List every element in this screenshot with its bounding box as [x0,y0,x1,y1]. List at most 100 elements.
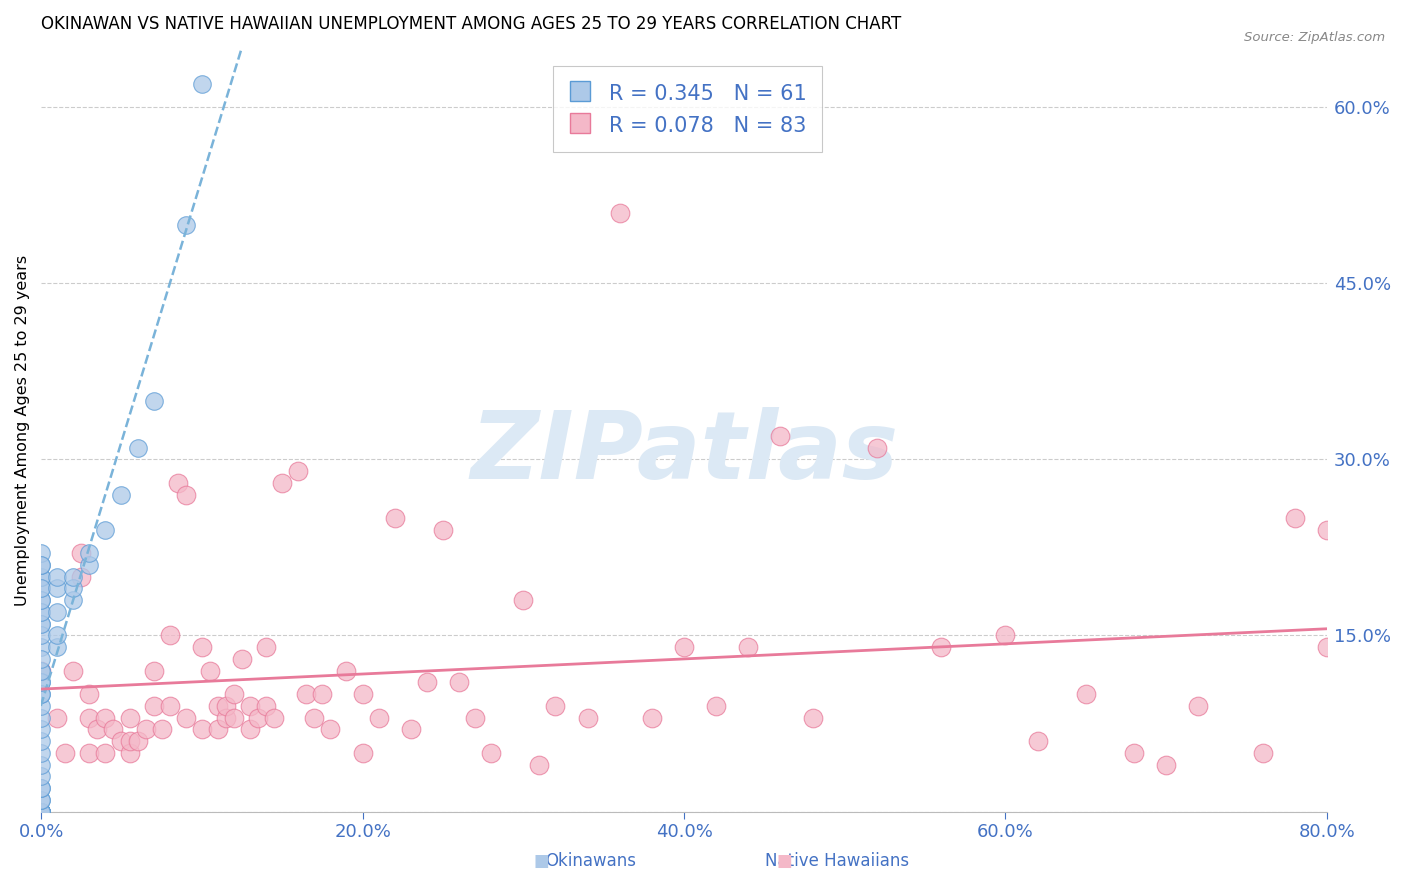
Point [247,710,270,724]
Point [46,582,69,596]
Point [30,805,52,819]
Point [30,723,52,737]
Point [30,605,52,619]
Point [86,723,108,737]
Point [30,628,52,642]
Point [1154,757,1177,772]
Point [384,511,406,525]
Point [30,805,52,819]
Point [159,628,181,642]
Point [79,710,101,724]
Point [30,570,52,584]
Point [673,640,696,655]
Point [30,687,52,701]
Point [769,429,792,443]
Point [30,805,52,819]
Point [46,605,69,619]
Point [576,710,599,724]
Point [352,746,374,760]
Point [142,664,165,678]
Point [110,487,132,501]
Point [46,710,69,724]
Point [335,664,357,678]
Point [222,710,245,724]
Point [30,734,52,748]
Point [62,582,84,596]
Point [271,475,294,490]
Point [512,593,534,607]
Point [174,218,197,232]
Point [30,605,52,619]
Point [53,746,76,760]
Point [239,723,262,737]
Point [231,652,253,666]
Point [311,687,333,701]
Point [127,734,149,748]
Point [30,546,52,560]
Point [79,558,101,572]
Point [30,805,52,819]
Point [207,723,229,737]
Point [704,698,727,713]
Point [30,582,52,596]
Point [94,710,117,724]
Point [79,546,101,560]
Point [30,652,52,666]
Point [994,628,1017,642]
Point [1074,687,1097,701]
Point [150,723,173,737]
Point [94,523,117,537]
Point [30,805,52,819]
Point [609,206,631,220]
Point [159,698,181,713]
Point [544,698,567,713]
Point [1123,746,1146,760]
Point [30,593,52,607]
Point [641,710,664,724]
Point [1316,523,1339,537]
Point [30,675,52,690]
Point [30,664,52,678]
Point [198,664,221,678]
Point [215,710,238,724]
Legend: R = 0.345   N = 61, R = 0.078   N = 83: R = 0.345 N = 61, R = 0.078 N = 83 [553,67,821,153]
Point [866,441,889,455]
Point [30,570,52,584]
Point [30,664,52,678]
Point [30,616,52,631]
Point [30,687,52,701]
Point [30,757,52,772]
Point [1187,698,1209,713]
Point [30,640,52,655]
Point [30,664,52,678]
Point [929,640,952,655]
Point [30,793,52,807]
Point [174,710,197,724]
Point [30,675,52,690]
Point [46,640,69,655]
Point [1284,511,1306,525]
Point [30,805,52,819]
Point [166,475,188,490]
Text: Okinawans: Okinawans [546,852,636,870]
Point [30,780,52,795]
Point [30,805,52,819]
Point [447,675,470,690]
Text: ■: ■ [776,852,793,870]
Point [30,558,52,572]
Point [142,698,165,713]
Point [30,805,52,819]
Point [352,687,374,701]
Point [30,805,52,819]
Point [529,757,551,772]
Point [30,593,52,607]
Point [432,523,454,537]
Point [30,780,52,795]
Point [174,487,197,501]
Point [62,570,84,584]
Y-axis label: Unemployment Among Ages 25 to 29 years: Unemployment Among Ages 25 to 29 years [15,254,30,606]
Point [191,640,214,655]
Point [399,723,422,737]
Point [30,805,52,819]
Point [30,698,52,713]
